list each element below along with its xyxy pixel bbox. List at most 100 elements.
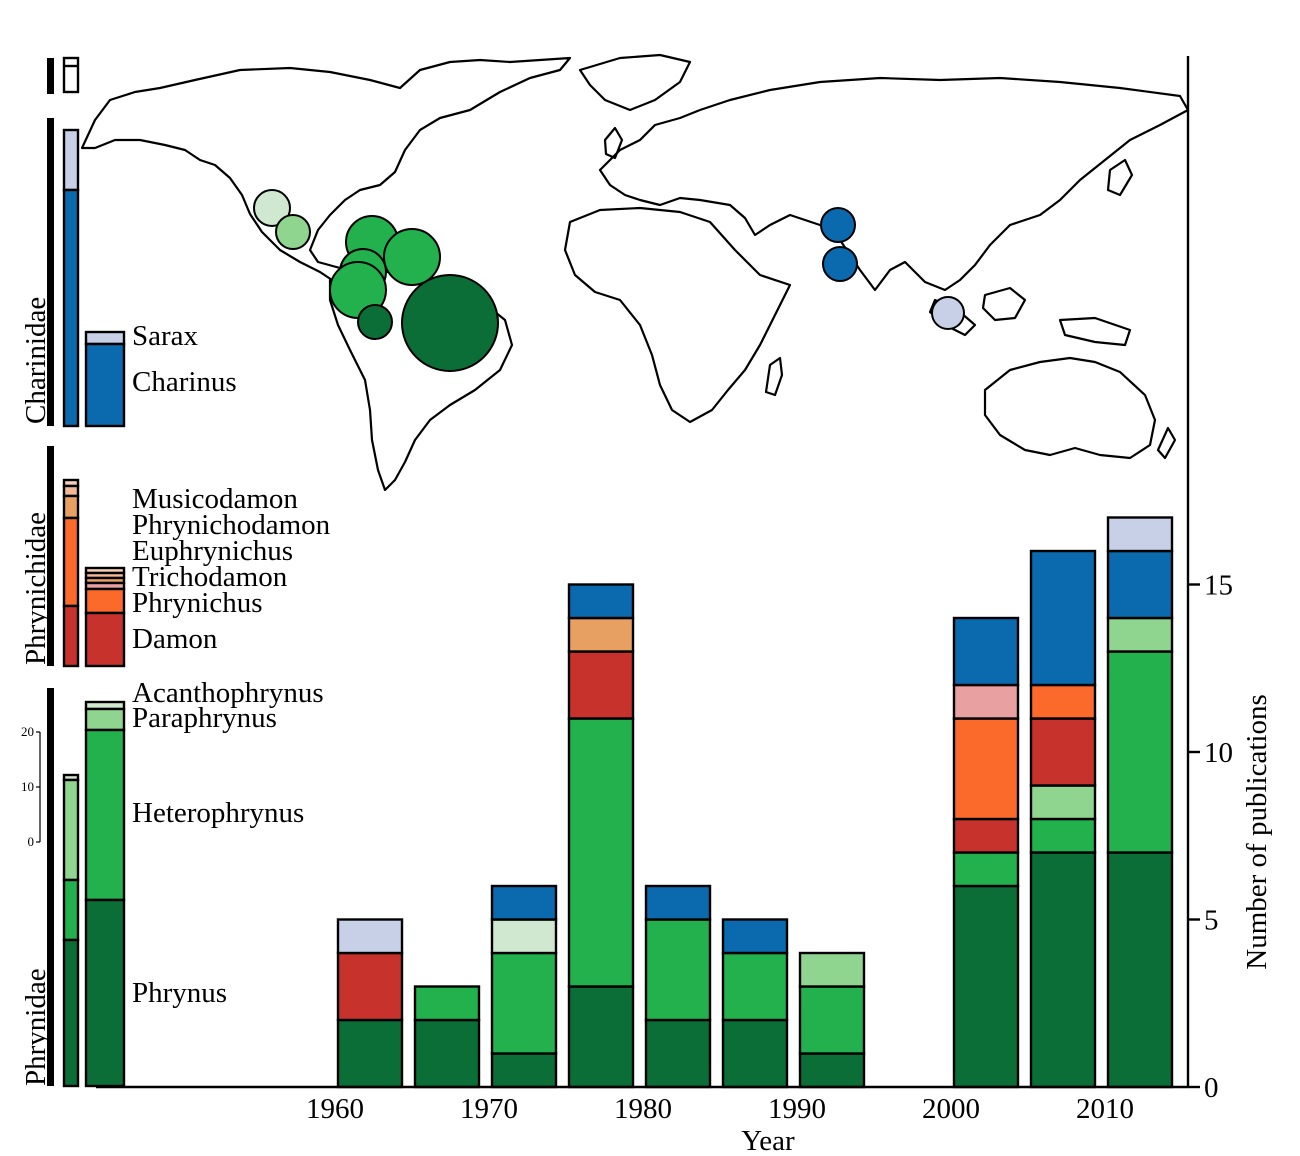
bar-1980-charinus	[644, 884, 712, 921]
bubble-arabia	[820, 207, 856, 243]
bar-1970-acanthophrynus	[490, 918, 558, 955]
family-bar-unknown	[47, 58, 54, 94]
bar-2000-trichodamon	[952, 683, 1020, 720]
bar-1960-sarax	[336, 918, 404, 955]
y-ticks: 0 5 10 15	[1188, 570, 1233, 1104]
bar-1960-damon	[336, 951, 404, 1022]
bar-1975-charinus	[567, 583, 635, 620]
bar-2005-damon	[1029, 717, 1097, 787]
map-britain	[603, 126, 624, 160]
top-indicator-box	[62, 56, 80, 94]
y-tick-label: 15	[1204, 570, 1233, 602]
bubble-mexico-north	[253, 189, 291, 227]
family-bar-phrynichidae	[47, 446, 54, 666]
bar-1980-heterophrynus	[644, 918, 712, 1022]
bar-2000-phrynus	[952, 884, 1020, 1089]
x-tick-label: 1960	[306, 1093, 364, 1125]
family-label-charinidae: Charinidae	[20, 297, 52, 424]
genus-label-sarax: Sarax	[132, 320, 199, 352]
genus-label-phrynus: Phrynus	[132, 977, 227, 1009]
legend-thin-euphrynichus	[62, 494, 80, 520]
map-eurasia	[598, 76, 1190, 292]
family-label-phrynidae: Phrynidae	[20, 968, 52, 1086]
bar-2010-paraphrynus	[1106, 616, 1174, 653]
bar-2000-damon	[952, 817, 1020, 854]
bar-2005-phrynus	[1029, 851, 1097, 1089]
bar-1970-heterophrynus	[490, 951, 558, 1055]
legend-wide-paraphrynus	[84, 707, 126, 732]
family-brackets	[47, 58, 54, 1086]
bar-1975-damon	[567, 650, 635, 720]
x-tick-label: 1990	[768, 1093, 826, 1125]
bar-2000-charinus	[952, 616, 1020, 687]
legend-wide-phrynichus	[84, 587, 126, 615]
x-ticks: 1960 1970 1980 1990 2000 2010	[306, 1093, 1134, 1125]
bar-1965-phrynus	[413, 1018, 481, 1089]
x-axis-title: Year	[741, 1125, 795, 1156]
x-tick-label: 1980	[614, 1093, 672, 1125]
family-bar-charinidae	[47, 118, 54, 426]
legend-wide-charinus	[84, 342, 126, 428]
legend-thin-heterophrynus	[62, 878, 80, 942]
map-north-america	[80, 56, 572, 284]
bar-1990-phrynus	[798, 1052, 866, 1089]
genus-label-phrynichus: Phrynichus	[132, 587, 263, 619]
genus-label-heterophrynus: Heterophrynus	[132, 797, 304, 829]
bar-2010-charinus	[1106, 549, 1174, 620]
genus-label-euphrynichus: Euphrynichus	[132, 535, 293, 567]
bar-2010-heterophrynus	[1106, 650, 1174, 854]
bar-1970-phrynus	[490, 1052, 558, 1089]
legend-thin-phrynichus	[62, 516, 80, 608]
legend-scale-10: 10	[21, 779, 34, 794]
bar-1985-charinus	[721, 918, 789, 955]
x-tick-label: 2000	[922, 1093, 980, 1125]
map-africa	[563, 206, 792, 424]
bar-1970-charinus	[490, 884, 558, 921]
legend-bars	[62, 128, 126, 1088]
bar-1975-euphrynichus	[567, 616, 635, 653]
axes	[96, 56, 1190, 1089]
genus-label-paraphrynus: Paraphrynus	[132, 702, 277, 734]
bar-1980-phrynus	[644, 1018, 712, 1089]
map-australia	[983, 356, 1157, 460]
top-indicator	[62, 56, 80, 94]
bar-2005-phrynichus	[1029, 683, 1097, 720]
world-map	[80, 53, 1190, 492]
legend-thin-damon	[62, 604, 80, 668]
legend-wide-damon	[84, 611, 126, 668]
bar-1975-phrynus	[567, 985, 635, 1089]
bubble-southeast-asia	[931, 296, 965, 330]
genus-label-musicodamon: Musicodamon	[132, 483, 298, 515]
legend-scale-20: 20	[21, 724, 34, 739]
family-label-phrynichidae: Phrynichidae	[20, 512, 52, 665]
bar-2000-phrynichus	[952, 717, 1020, 821]
y-tick-label: 5	[1204, 905, 1219, 937]
x-tick-label: 2010	[1076, 1093, 1134, 1125]
bar-2010-phrynus	[1106, 851, 1174, 1089]
bar-1990-paraphrynus	[798, 951, 866, 988]
bubble-mexico-south	[275, 214, 311, 250]
bar-2005-paraphrynus	[1029, 784, 1097, 821]
bar-2005-heterophrynus	[1029, 817, 1097, 854]
genus-label-trichodamon: Trichodamon	[132, 561, 288, 593]
bubble-india	[822, 246, 858, 282]
family-bar-phrynidae	[47, 688, 54, 1086]
bar-2000-heterophrynus	[952, 851, 1020, 888]
bar-1985-heterophrynus	[721, 951, 789, 1022]
genus-label-charinus: Charinus	[132, 366, 237, 398]
map-new-zealand	[1156, 426, 1177, 460]
y-tick-label: 10	[1204, 737, 1233, 769]
genus-label-phrynichodamon: Phrynichodamon	[132, 509, 331, 541]
bar-1990-heterophrynus	[798, 985, 866, 1055]
chart-bars	[336, 516, 1174, 1089]
bubble-amazon	[401, 274, 499, 372]
legend-wide-phrynus	[84, 898, 126, 1088]
bar-1985-phrynus	[721, 1018, 789, 1089]
legend-scale-0: 0	[28, 834, 35, 849]
legend-wide-sarax	[84, 330, 126, 346]
y-tick-label: 0	[1204, 1072, 1219, 1104]
bar-1975-heterophrynus	[567, 717, 635, 988]
legend-thin-sarax-charinidae	[62, 128, 80, 192]
bubble-caribbean-east	[383, 228, 441, 286]
